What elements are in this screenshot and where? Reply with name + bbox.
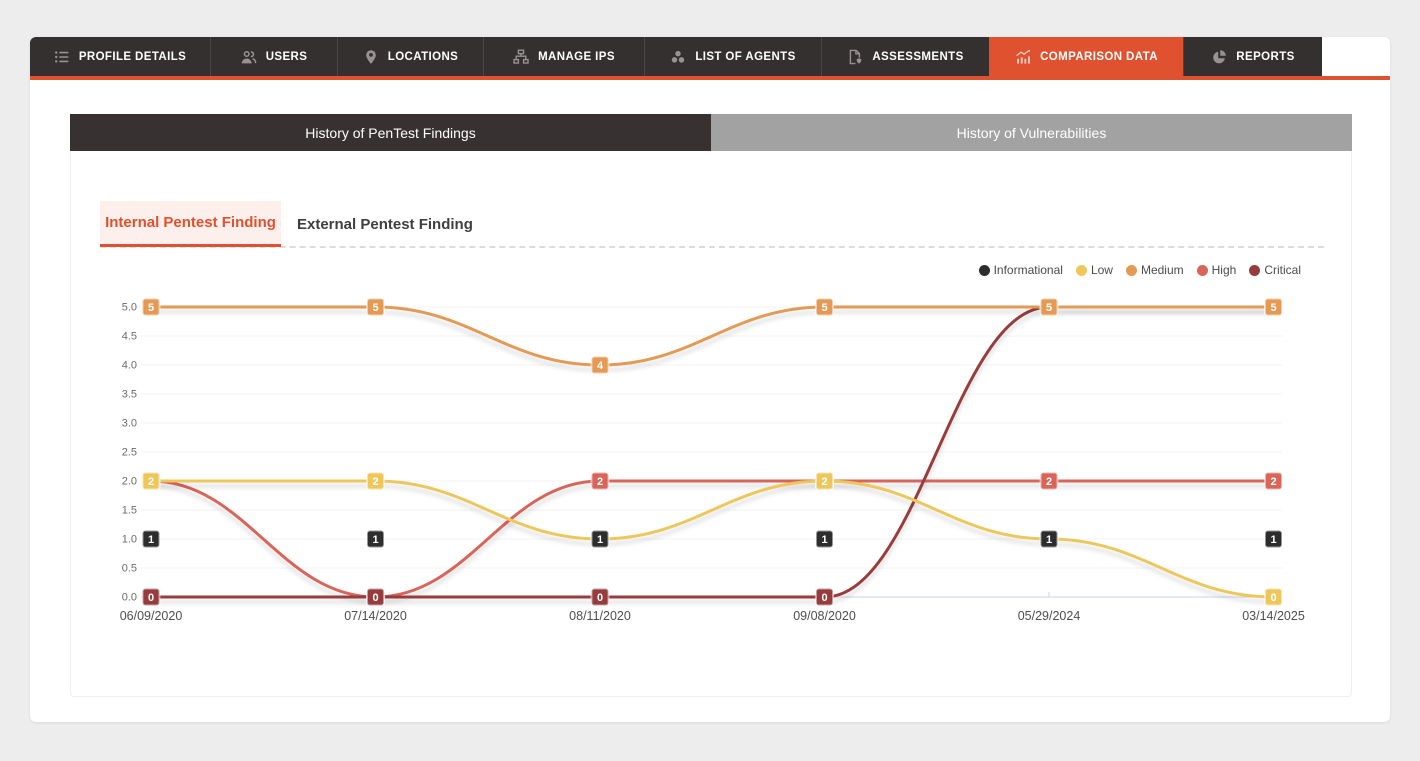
legend-item-low[interactable]: Low	[1075, 263, 1113, 277]
svg-text:03/14/2025: 03/14/2025	[1242, 609, 1305, 623]
legend-dot	[1249, 264, 1261, 276]
nav-tab-manage-ips[interactable]: MANAGE IPS	[483, 37, 644, 76]
svg-text:0: 0	[821, 592, 827, 604]
svg-text:1: 1	[821, 534, 827, 546]
svg-text:4: 4	[597, 360, 604, 372]
svg-text:2: 2	[1046, 476, 1052, 488]
svg-text:5.0: 5.0	[122, 302, 137, 314]
svg-text:08/11/2020: 08/11/2020	[569, 609, 631, 623]
findings-panel: Internal Pentest Finding External Pentes…	[70, 151, 1352, 697]
nav-tab-comparison-data[interactable]: COMPARISON DATA	[989, 37, 1183, 76]
svg-text:1: 1	[1046, 534, 1052, 546]
svg-text:4.5: 4.5	[122, 331, 137, 343]
legend-label: Informational	[993, 263, 1063, 277]
svg-text:5: 5	[372, 302, 378, 314]
top-nav: PROFILE DETAILS USERS LOCATIONS MANAGE IPS L…	[30, 37, 1322, 76]
nav-tab-label: LOCATIONS	[387, 50, 459, 63]
svg-text:0: 0	[1270, 592, 1276, 604]
svg-text:0.5: 0.5	[122, 563, 137, 575]
document-shield-icon	[847, 49, 863, 65]
nav-tab-label: COMPARISON DATA	[1040, 50, 1158, 63]
nav-tab-assessments[interactable]: ASSESSMENTS	[821, 37, 989, 76]
svg-text:1: 1	[372, 534, 378, 546]
svg-text:2: 2	[1270, 476, 1276, 488]
svg-text:3.5: 3.5	[122, 389, 137, 401]
legend-dot	[1125, 264, 1137, 276]
legend-label: Low	[1090, 263, 1113, 277]
chart-container: 0.0 0.5 1.0 1.5 2.0 2.5 3.0 3.5 4.0 4.5 5.0 2 0 2 2 2 2…	[101, 289, 1331, 641]
svg-text:2: 2	[597, 476, 603, 488]
users-icon	[241, 49, 257, 65]
location-pin-icon	[363, 49, 379, 65]
nav-tab-reports[interactable]: REPORTS	[1183, 37, 1322, 76]
svg-text:0.0: 0.0	[122, 592, 137, 604]
subtab-divider	[100, 246, 1324, 248]
svg-text:2: 2	[148, 476, 154, 488]
svg-text:05/29/2024: 05/29/2024	[1018, 609, 1081, 623]
vulnerabilities-toggle-label: History of Vulnerabilities	[956, 124, 1107, 141]
svg-text:0: 0	[372, 592, 378, 604]
svg-text:1: 1	[1270, 534, 1276, 546]
svg-text:1: 1	[597, 534, 603, 546]
legend-label: High	[1211, 263, 1237, 277]
agents-cluster-icon	[670, 49, 686, 65]
legend-dot	[1196, 264, 1208, 276]
svg-text:1: 1	[148, 534, 154, 546]
legend-label: Critical	[1264, 263, 1301, 277]
nav-tab-profile-details[interactable]: PROFILE DETAILS	[30, 37, 210, 76]
history-toggle: History of PenTest Findings History of V…	[70, 114, 1352, 151]
svg-text:2: 2	[821, 476, 827, 488]
svg-text:1.5: 1.5	[122, 505, 137, 517]
legend-item-medium[interactable]: Medium	[1125, 263, 1184, 277]
comparison-chart-icon	[1015, 49, 1031, 65]
svg-text:3.0: 3.0	[122, 418, 137, 430]
nav-tab-label: PROFILE DETAILS	[78, 50, 187, 63]
list-icon	[54, 49, 70, 65]
legend-dot	[978, 264, 990, 276]
nav-tab-label: MANAGE IPS	[538, 50, 615, 63]
svg-text:0: 0	[148, 592, 154, 604]
nav-accent-line	[30, 76, 1390, 80]
nav-tab-label: ASSESSMENTS	[872, 50, 964, 63]
svg-text:5: 5	[148, 302, 154, 314]
svg-text:07/14/2020: 07/14/2020	[344, 609, 407, 623]
tab-internal-pentest-label: Internal Pentest Finding	[105, 214, 276, 231]
pentest-findings-toggle-label: History of PenTest Findings	[305, 124, 476, 141]
nav-tab-list-of-agents[interactable]: LIST OF AGENTS	[644, 37, 821, 76]
svg-text:2.5: 2.5	[122, 447, 137, 459]
findings-line-chart: 0.0 0.5 1.0 1.5 2.0 2.5 3.0 3.5 4.0 4.5 5.0 2 0 2 2 2 2…	[120, 297, 1305, 623]
pentest-findings-toggle[interactable]: History of PenTest Findings	[70, 114, 711, 151]
nav-tab-locations[interactable]: LOCATIONS	[337, 37, 483, 76]
svg-text:06/09/2020: 06/09/2020	[120, 609, 183, 623]
legend-item-critical[interactable]: Critical	[1249, 263, 1301, 277]
tab-external-pentest-label: External Pentest Finding	[297, 215, 473, 233]
nav-tab-label: LIST OF AGENTS	[695, 50, 796, 63]
svg-text:0: 0	[597, 592, 603, 604]
sitemap-icon	[513, 49, 529, 65]
svg-text:1.0: 1.0	[122, 534, 137, 546]
tab-external-pentest[interactable]: External Pentest Finding	[281, 201, 491, 247]
svg-text:5: 5	[1270, 302, 1276, 314]
tab-internal-pentest[interactable]: Internal Pentest Finding	[100, 201, 281, 247]
nav-tab-users[interactable]: USERS	[210, 37, 337, 76]
pie-chart-icon	[1211, 49, 1227, 65]
nav-tab-label: USERS	[265, 50, 308, 63]
main-card: PROFILE DETAILS USERS LOCATIONS MANAGE IPS L…	[30, 37, 1390, 722]
svg-text:2: 2	[372, 476, 378, 488]
legend-dot	[1075, 264, 1087, 276]
svg-text:5: 5	[821, 302, 827, 314]
svg-text:5: 5	[1046, 302, 1052, 314]
svg-text:4.0: 4.0	[122, 360, 137, 372]
pentest-subtabs: Internal Pentest Finding External Pentes…	[100, 201, 1324, 248]
chart-legend: Informational Low Medium High Critical	[978, 263, 1301, 277]
svg-text:2.0: 2.0	[122, 476, 137, 488]
svg-text:09/08/2020: 09/08/2020	[793, 609, 856, 623]
legend-item-informational[interactable]: Informational	[978, 263, 1063, 277]
legend-item-high[interactable]: High	[1196, 263, 1237, 277]
nav-tab-label: REPORTS	[1236, 50, 1295, 63]
legend-label: Medium	[1140, 263, 1184, 277]
vulnerabilities-toggle[interactable]: History of Vulnerabilities	[711, 114, 1352, 151]
